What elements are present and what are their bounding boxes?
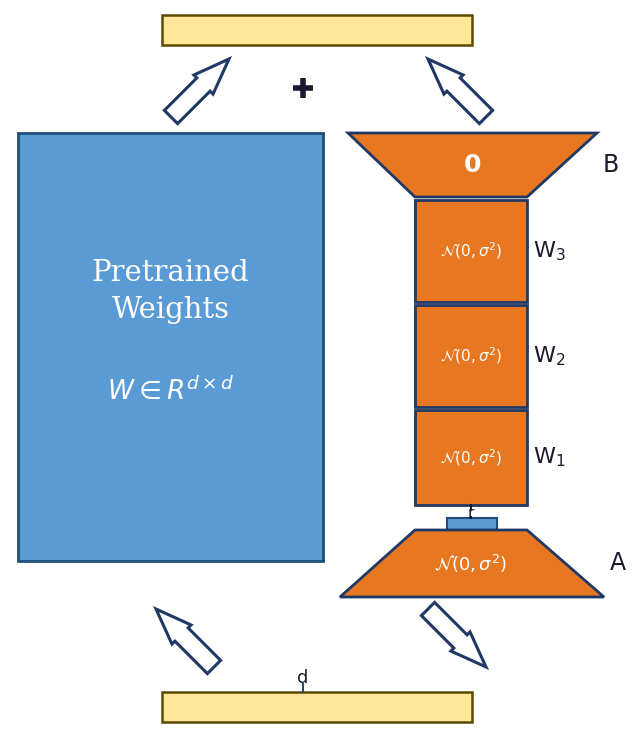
Polygon shape <box>156 609 221 674</box>
Text: $\mathcal{N}(0, \sigma^2)$: $\mathcal{N}(0, \sigma^2)$ <box>435 553 508 575</box>
Text: r: r <box>468 506 474 520</box>
Bar <box>18 133 323 561</box>
Text: $\mathcal{N}(0, \sigma^2)$: $\mathcal{N}(0, \sigma^2)$ <box>440 345 502 366</box>
Text: $\mathcal{N}(0, \sigma^2)$: $\mathcal{N}(0, \sigma^2)$ <box>440 447 502 468</box>
Text: d: d <box>298 669 308 687</box>
Bar <box>447 518 497 530</box>
Text: $W \in R^{d\times d}$: $W \in R^{d\times d}$ <box>107 376 234 404</box>
Polygon shape <box>340 530 604 597</box>
Bar <box>162 15 472 45</box>
Text: W$_2$: W$_2$ <box>533 344 566 368</box>
Text: B: B <box>603 153 620 177</box>
Polygon shape <box>164 59 229 123</box>
Bar <box>415 200 527 302</box>
Bar <box>162 692 472 722</box>
Polygon shape <box>348 133 597 197</box>
Text: $\mathbf{0}$: $\mathbf{0}$ <box>463 153 482 177</box>
Text: W$_1$: W$_1$ <box>533 446 566 469</box>
Text: $\mathcal{N}(0, \sigma^2)$: $\mathcal{N}(0, \sigma^2)$ <box>440 241 502 261</box>
Polygon shape <box>428 59 493 123</box>
Polygon shape <box>421 602 486 667</box>
Bar <box>415 305 527 407</box>
Text: Pretrained
Weights: Pretrained Weights <box>92 259 250 324</box>
Text: W$_3$: W$_3$ <box>533 239 566 263</box>
Bar <box>415 410 527 505</box>
Text: A: A <box>610 551 626 576</box>
